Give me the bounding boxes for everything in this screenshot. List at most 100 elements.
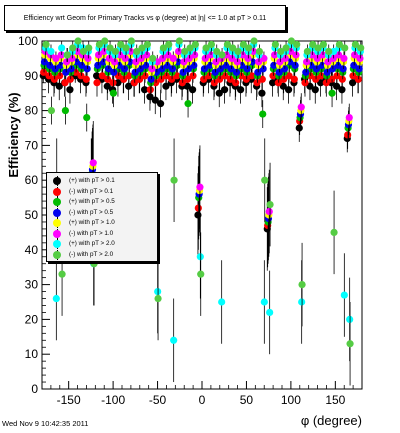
data-point bbox=[215, 89, 223, 97]
y-tick-label: 20 bbox=[25, 312, 39, 326]
y-tick-label: 40 bbox=[25, 243, 39, 257]
y-tick-label: 100 bbox=[18, 34, 38, 48]
legend-marker bbox=[53, 229, 61, 238]
data-point bbox=[93, 79, 101, 87]
data-point bbox=[202, 44, 210, 52]
legend-entry: (+) with pT > 2.0 bbox=[47, 239, 157, 249]
data-point bbox=[351, 40, 359, 49]
data-point bbox=[271, 40, 279, 49]
x-tick-label: -150 bbox=[57, 393, 81, 407]
data-point bbox=[232, 68, 241, 76]
y-tick-label: 70 bbox=[25, 138, 39, 152]
y-tick-label: 30 bbox=[25, 278, 39, 292]
data-point bbox=[178, 79, 186, 87]
data-point bbox=[181, 47, 189, 56]
legend-label: (-) with pT > 1.0 bbox=[69, 229, 114, 237]
data-point bbox=[346, 340, 354, 348]
x-axis-label: φ (degree) bbox=[301, 413, 362, 428]
data-point bbox=[207, 40, 215, 49]
data-point bbox=[255, 58, 263, 66]
data-point bbox=[250, 37, 258, 45]
data-point bbox=[111, 47, 119, 56]
data-point bbox=[265, 207, 273, 216]
data-point bbox=[191, 40, 199, 49]
data-point bbox=[330, 47, 338, 56]
data-point bbox=[170, 336, 178, 344]
data-point bbox=[169, 54, 177, 63]
data-point bbox=[82, 75, 90, 83]
data-point bbox=[61, 79, 69, 87]
data-point bbox=[303, 58, 311, 66]
data-point bbox=[162, 82, 170, 90]
data-point bbox=[61, 107, 69, 115]
data-point bbox=[344, 131, 352, 139]
timestamp-footer: Wed Nov 9 10:42:35 2011 bbox=[2, 419, 89, 428]
x-tick-label: 150 bbox=[325, 393, 345, 407]
data-point bbox=[58, 270, 66, 278]
legend-marker bbox=[53, 208, 61, 217]
data-point bbox=[194, 204, 202, 212]
data-point bbox=[324, 58, 332, 66]
data-point bbox=[266, 308, 274, 317]
legend-marker bbox=[53, 198, 61, 206]
data-point bbox=[293, 40, 301, 49]
y-tick-label: 90 bbox=[25, 69, 39, 83]
data-point bbox=[63, 58, 71, 66]
data-point bbox=[211, 68, 219, 76]
data-point bbox=[138, 44, 146, 52]
data-point bbox=[357, 44, 365, 52]
chart-title: Efficiency wrt Geom for Primary Tracks v… bbox=[23, 14, 267, 22]
data-point bbox=[52, 294, 60, 303]
data-point bbox=[350, 61, 358, 69]
y-tick-label: 50 bbox=[25, 208, 39, 222]
data-point bbox=[302, 68, 310, 76]
data-point bbox=[148, 65, 156, 73]
data-point bbox=[168, 65, 177, 73]
data-point bbox=[184, 100, 192, 108]
legend-label: (+) with pT > 1.0 bbox=[69, 219, 115, 226]
data-point bbox=[210, 79, 218, 87]
data-point bbox=[40, 58, 49, 66]
data-point bbox=[157, 100, 165, 108]
data-point bbox=[74, 37, 82, 45]
data-point bbox=[340, 291, 348, 299]
data-point bbox=[255, 47, 263, 56]
data-point bbox=[232, 79, 240, 87]
data-point bbox=[356, 54, 364, 63]
data-point bbox=[298, 298, 306, 306]
legend-entry: (-) with pT > 2.0 bbox=[47, 249, 157, 260]
data-point bbox=[170, 176, 178, 184]
y-tick-label: 80 bbox=[25, 104, 39, 118]
legend-label: (-) with pT > 2.0 bbox=[69, 250, 114, 258]
data-point bbox=[147, 75, 155, 83]
data-point bbox=[243, 65, 251, 73]
data-point bbox=[277, 47, 285, 56]
data-point bbox=[330, 228, 338, 236]
y-tick-label: 60 bbox=[25, 173, 39, 187]
data-point bbox=[149, 54, 157, 63]
data-point bbox=[63, 51, 71, 59]
data-point bbox=[261, 176, 269, 184]
legend-marker bbox=[53, 240, 61, 248]
data-point bbox=[328, 89, 336, 97]
data-point bbox=[345, 113, 353, 122]
data-point bbox=[258, 89, 266, 97]
legend-label: (+) with pT > 2.0 bbox=[69, 240, 115, 247]
data-point bbox=[218, 51, 226, 59]
legend-marker bbox=[53, 250, 61, 259]
data-point bbox=[239, 40, 247, 49]
data-point bbox=[101, 37, 109, 45]
legend-entry: (+) with pT > 0.5 bbox=[47, 197, 157, 207]
data-point bbox=[196, 253, 204, 261]
data-point bbox=[292, 51, 300, 59]
y-axis-label: Efficiency (%) bbox=[6, 92, 21, 177]
data-point bbox=[319, 40, 327, 49]
data-point bbox=[276, 58, 284, 66]
data-point bbox=[47, 107, 56, 115]
data-point bbox=[131, 68, 139, 76]
data-point bbox=[228, 54, 236, 63]
data-point bbox=[146, 86, 154, 94]
legend-label: (+) with pT > 0.1 bbox=[69, 177, 115, 184]
legend-entry: (+) with pT > 1.0 bbox=[47, 218, 157, 228]
